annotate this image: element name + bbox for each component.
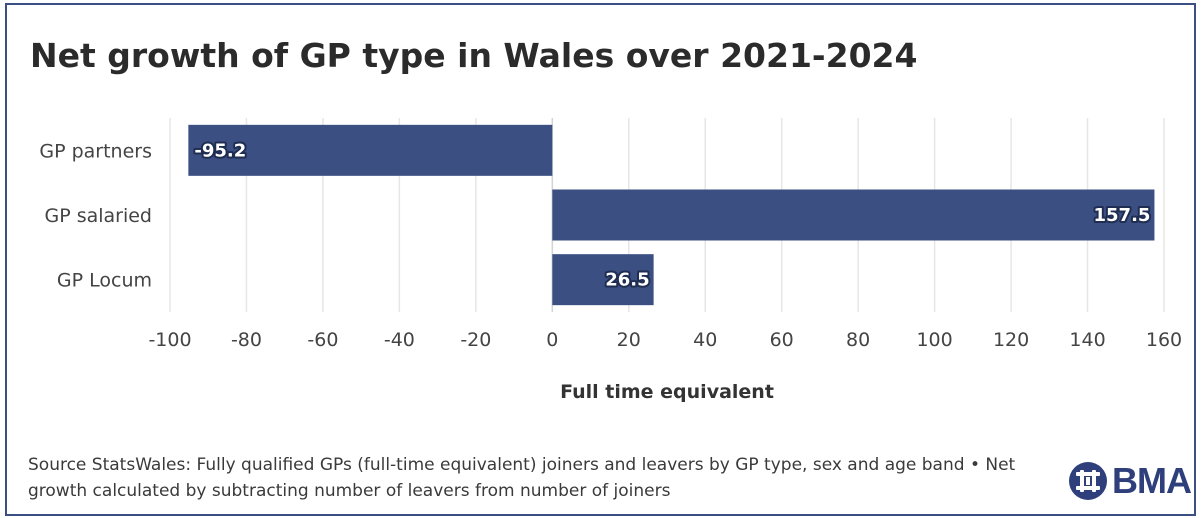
chart-frame bbox=[5, 3, 1196, 516]
category-label: GP Locum bbox=[57, 270, 152, 292]
x-axis-title: Full time equivalent bbox=[560, 381, 774, 403]
bma-emblem-icon bbox=[1069, 462, 1107, 500]
bar bbox=[552, 189, 1155, 241]
category-label: GP partners bbox=[39, 140, 152, 162]
data-label: 26.5 bbox=[605, 270, 649, 291]
data-label: 157.5 bbox=[1094, 205, 1151, 226]
bar bbox=[188, 124, 553, 176]
bar-chart: -100 -80 -60 -40 -20 0 20 40 60 80 100 120 140 160 GP … bbox=[39, 118, 1182, 403]
x-tick-label: -80 bbox=[231, 329, 262, 351]
bma-logo: BMA bbox=[1068, 460, 1192, 502]
logo-text: BMA bbox=[1112, 460, 1192, 501]
x-tick-label: -40 bbox=[384, 329, 415, 351]
x-tick-label: 120 bbox=[993, 329, 1029, 351]
category-label: GP salaried bbox=[44, 205, 152, 227]
x-tick-label: 160 bbox=[1146, 329, 1182, 351]
x-tick-label: 60 bbox=[770, 329, 794, 351]
x-tick-label: 40 bbox=[693, 329, 717, 351]
x-tick-label: -100 bbox=[148, 329, 191, 351]
x-tick-label: 100 bbox=[916, 329, 952, 351]
x-tick-label: 20 bbox=[617, 329, 641, 351]
data-label: -95.2 bbox=[194, 140, 246, 161]
bar bbox=[552, 254, 654, 306]
x-tick-label: 80 bbox=[846, 329, 870, 351]
source-note: Source StatsWales: Fully qualified GPs (… bbox=[28, 455, 1016, 501]
chart-title: Net growth of GP type in Wales over 2021… bbox=[30, 36, 918, 75]
x-tick-label: -60 bbox=[307, 329, 338, 351]
x-tick-label: 0 bbox=[546, 329, 558, 351]
x-tick-label: 140 bbox=[1069, 329, 1105, 351]
x-tick-label: -20 bbox=[460, 329, 491, 351]
